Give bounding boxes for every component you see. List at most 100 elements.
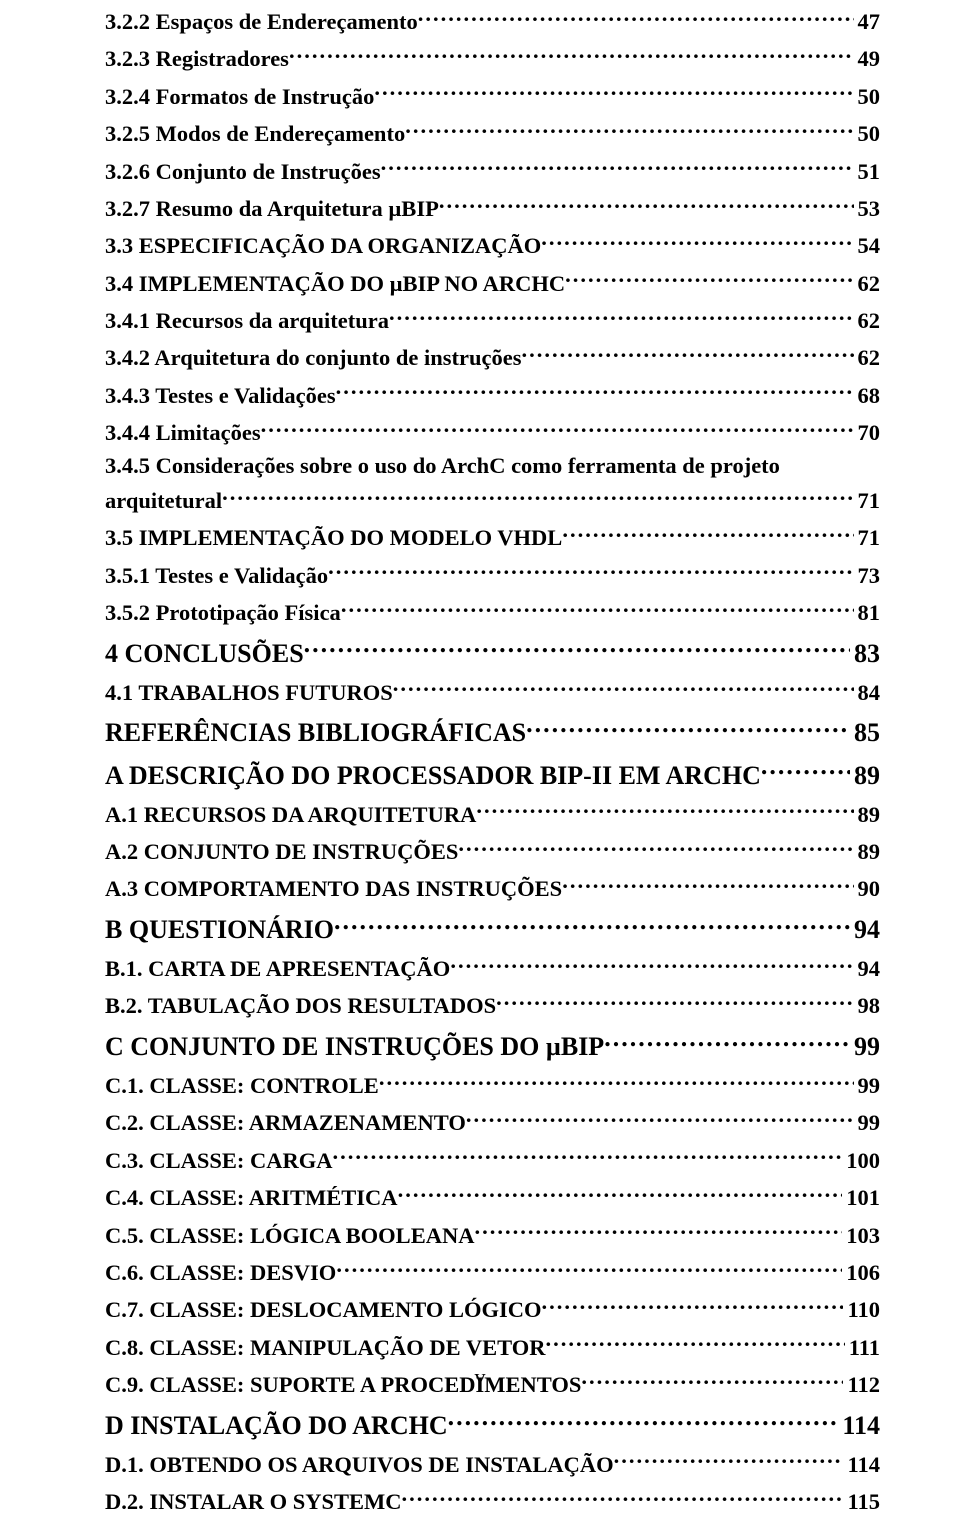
toc-label: REFERÊNCIAS BIBLIOGRÁFICAS [105, 715, 526, 750]
toc-label: A.3 COMPORTAMENTO DAS INSTRUÇÕES [105, 874, 562, 904]
toc-label: D.1. OBTENDO OS ARQUIVOS DE INSTALAÇÃO [105, 1450, 614, 1480]
toc-label: 4.1 TRABALHOS FUTUROS [105, 678, 393, 708]
toc-entry: 3.2.7 Resumo da Arquitetura µBIP53 [105, 189, 880, 224]
toc-label: 4 CONCLUSÕES [105, 636, 304, 671]
toc-entry: A DESCRIÇÃO DO PROCESSADOR BIP-II EM ARC… [105, 752, 880, 792]
toc-entry: 3.2.6 Conjunto de Instruções51 [105, 152, 880, 187]
toc-label: D INSTALAÇÃO DO ARCHC [105, 1408, 448, 1443]
toc-label: C.2. CLASSE: ARMAZENAMENTO [105, 1108, 466, 1138]
toc-entry: B.2. TABULAÇÃO DOS RESULTADOS98 [105, 986, 880, 1021]
toc-page-number: 70 [854, 418, 881, 448]
toc-leader-dots [381, 152, 854, 179]
toc-page-number: 71 [854, 523, 881, 553]
toc-entry: 4.1 TRABALHOS FUTUROS84 [105, 673, 880, 708]
toc-page-number: 90 [854, 874, 881, 904]
toc-label: C.5. CLASSE: LÓGICA BOOLEANA [105, 1221, 474, 1251]
toc-entry: C.8. CLASSE: MANIPULAÇÃO DE VETOR111 [105, 1328, 880, 1363]
toc-entry: 3.2.2 Espaços de Endereçamento47 [105, 2, 880, 37]
toc-label: 3.4.4 Limitações [105, 418, 261, 448]
toc-entry: D.1. OBTENDO OS ARQUIVOS DE INSTALAÇÃO11… [105, 1445, 880, 1480]
toc-leader-dots [565, 264, 853, 291]
toc-page-number: 71 [854, 486, 881, 516]
toc-entry: 3.4.5 Considerações sobre o uso do ArchC… [105, 451, 880, 517]
toc-page-number: 100 [842, 1146, 880, 1176]
toc-page-number: 103 [842, 1221, 880, 1251]
toc-entry: B QUESTIONÁRIO94 [105, 907, 880, 947]
toc-label: arquitetural [105, 486, 222, 516]
toc-entry: A.2 CONJUNTO DE INSTRUÇÕES89 [105, 832, 880, 867]
toc-entry: 3.4.1 Recursos da arquitetura62 [105, 301, 880, 336]
toc-page-number: 89 [854, 837, 881, 867]
toc-leader-dots [328, 556, 853, 583]
toc-page-number: 99 [854, 1108, 881, 1138]
toc-label: C.7. CLASSE: DESLOCAMENTO LÓGICO [105, 1295, 542, 1325]
toc-label: 3.5.1 Testes e Validação [105, 561, 328, 591]
toc-entry: 3.2.3 Registradores49 [105, 39, 880, 74]
toc-leader-dots [389, 301, 854, 328]
toc-leader-dots [333, 1141, 843, 1168]
toc-entry: C CONJUNTO DE INSTRUÇÕES DO µBIP99 [105, 1024, 880, 1064]
toc-page-number: 98 [854, 991, 881, 1021]
toc-entry: 3.4.2 Arquitetura do conjunto de instruç… [105, 338, 880, 373]
toc-page-number: 101 [842, 1183, 880, 1213]
toc-page-number: 89 [850, 758, 880, 793]
toc-entry: A.3 COMPORTAMENTO DAS INSTRUÇÕES 90 [105, 869, 880, 904]
toc-entry: C.5. CLASSE: LÓGICA BOOLEANA 103 [105, 1216, 880, 1251]
toc-leader-dots [545, 1328, 844, 1355]
toc-label: 3.2.4 Formatos de Instrução [105, 82, 374, 112]
toc-entry: A.1 RECURSOS DA ARQUITETURA89 [105, 795, 880, 830]
toc-page-number: 50 [854, 82, 881, 112]
toc-label: 3.3 ESPECIFICAÇÃO DA ORGANIZAÇÃO [105, 231, 541, 261]
toc-page-number: 114 [838, 1408, 880, 1443]
toc-entry: C.1. CLASSE: CONTROLE99 [105, 1066, 880, 1101]
toc-label: 3.2.3 Registradores [105, 44, 289, 74]
toc-page-number: 83 [850, 636, 880, 671]
toc-page-number: 53 [854, 194, 881, 224]
toc-page-number: 54 [854, 231, 881, 261]
toc-leader-dots [341, 593, 854, 620]
toc-page-number: 68 [854, 381, 881, 411]
toc-leader-dots [336, 376, 854, 403]
toc-page-number: 62 [854, 269, 881, 299]
toc-leader-dots [261, 413, 854, 440]
toc-entry: 3.5 IMPLEMENTAÇÃO DO MODELO VHDL71 [105, 518, 880, 553]
toc-leader-dots [289, 39, 854, 66]
toc-label: B.1. CARTA DE APRESENTAÇÃO [105, 954, 450, 984]
toc-entry: C.3. CLASSE: CARGA100 [105, 1141, 880, 1176]
toc-label: 3.4.5 Considerações sobre o uso do ArchC… [105, 451, 880, 481]
toc-label: C.1. CLASSE: CONTROLE [105, 1071, 379, 1101]
page-number-footer: v [0, 1364, 960, 1390]
toc-leader-dots [562, 869, 853, 896]
toc-label: D.2. INSTALAR O SYSTEMC [105, 1487, 402, 1517]
toc-label: 3.2.6 Conjunto de Instruções [105, 157, 381, 187]
toc-leader-dots [542, 1290, 844, 1317]
toc-leader-dots [466, 1103, 854, 1130]
toc-page-number: 73 [854, 561, 881, 591]
toc-leader-dots [402, 1482, 844, 1509]
toc-label: C.6. CLASSE: DESVIO [105, 1258, 336, 1288]
toc-leader-dots [336, 1253, 842, 1280]
toc-leader-dots [418, 2, 854, 29]
toc-entry: 3.5.2 Prototipação Física81 [105, 593, 880, 628]
toc-entry: D INSTALAÇÃO DO ARCHC 114 [105, 1402, 880, 1442]
toc-page-number: 81 [854, 598, 881, 628]
toc-page-number: 99 [850, 1029, 880, 1064]
toc-label: 3.4 IMPLEMENTAÇÃO DO µBIP NO ARCHC [105, 269, 565, 299]
toc-label: 3.2.2 Espaços de Endereçamento [105, 7, 418, 37]
toc-leader-dots [222, 481, 853, 508]
toc-leader-dots [541, 226, 853, 253]
toc-page-number: 111 [845, 1333, 880, 1363]
toc-leader-dots [458, 832, 853, 859]
toc-label: A DESCRIÇÃO DO PROCESSADOR BIP-II EM ARC… [105, 758, 761, 793]
table-of-contents: 3.2.2 Espaços de Endereçamento473.2.3 Re… [105, 2, 880, 1517]
toc-label: C.4. CLASSE: ARITMÉTICA [105, 1183, 398, 1213]
toc-leader-dots [474, 1216, 842, 1243]
toc-entry: REFERÊNCIAS BIBLIOGRÁFICAS85 [105, 710, 880, 750]
toc-leader-dots [379, 1066, 854, 1093]
toc-leader-dots [562, 518, 853, 545]
toc-entry: D.2. INSTALAR O SYSTEMC115 [105, 1482, 880, 1517]
toc-leader-dots [334, 907, 850, 938]
toc-leader-dots [604, 1024, 850, 1055]
toc-entry: C.4. CLASSE: ARITMÉTICA 101 [105, 1178, 880, 1213]
toc-entry: 3.4.4 Limitações 70 [105, 413, 880, 448]
